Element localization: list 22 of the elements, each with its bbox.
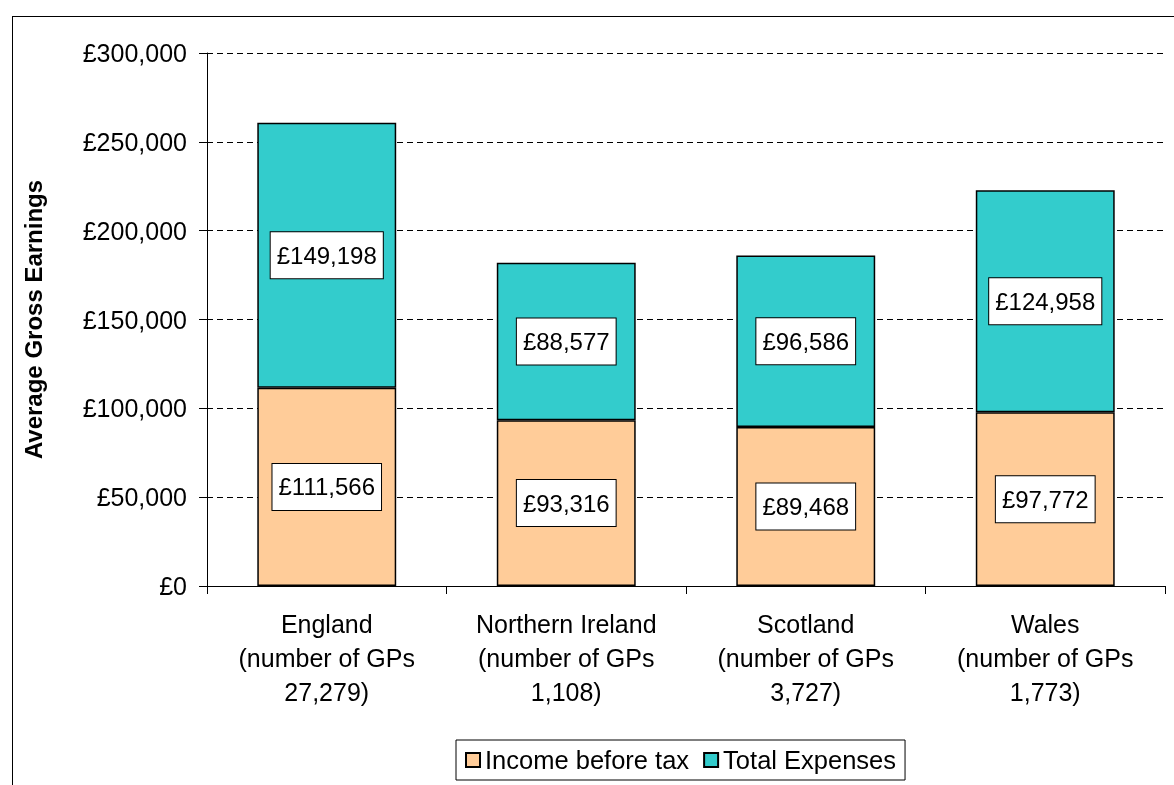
y-tick-label: £50,000 [96,483,187,512]
data-label: £111,566 [278,473,376,501]
y-tick-label: £100,000 [82,394,187,423]
data-label: £149,198 [276,241,377,269]
data-label: £96,586 [762,327,850,355]
data-label: £88,577 [522,328,610,356]
legend-label: Income before tax [485,746,690,774]
y-tick-label: £0 [159,572,187,600]
data-label: £93,316 [522,489,610,517]
y-tick-label: £250,000 [82,127,187,156]
x-tick-label: Wales (number of GPs 1,773) [957,610,1134,706]
y-tick-label: £300,000 [82,39,187,67]
y-tick-label: £150,000 [82,305,187,334]
x-tick-label: England (number of GPs 27,279) [238,610,415,706]
y-axis-title: Average Gross Earnings [19,179,47,460]
data-label: £124,958 [995,287,1096,315]
legend-label: Total Expenses [723,746,897,774]
data-label: £89,468 [762,493,850,521]
data-label: £97,772 [1001,485,1089,513]
x-tick-label: Northern Ireland (number of GPs 1,108) [475,610,657,706]
y-tick-label: £200,000 [82,216,187,245]
x-tick-label: Scotland (number of GPs 3,727) [717,610,894,706]
